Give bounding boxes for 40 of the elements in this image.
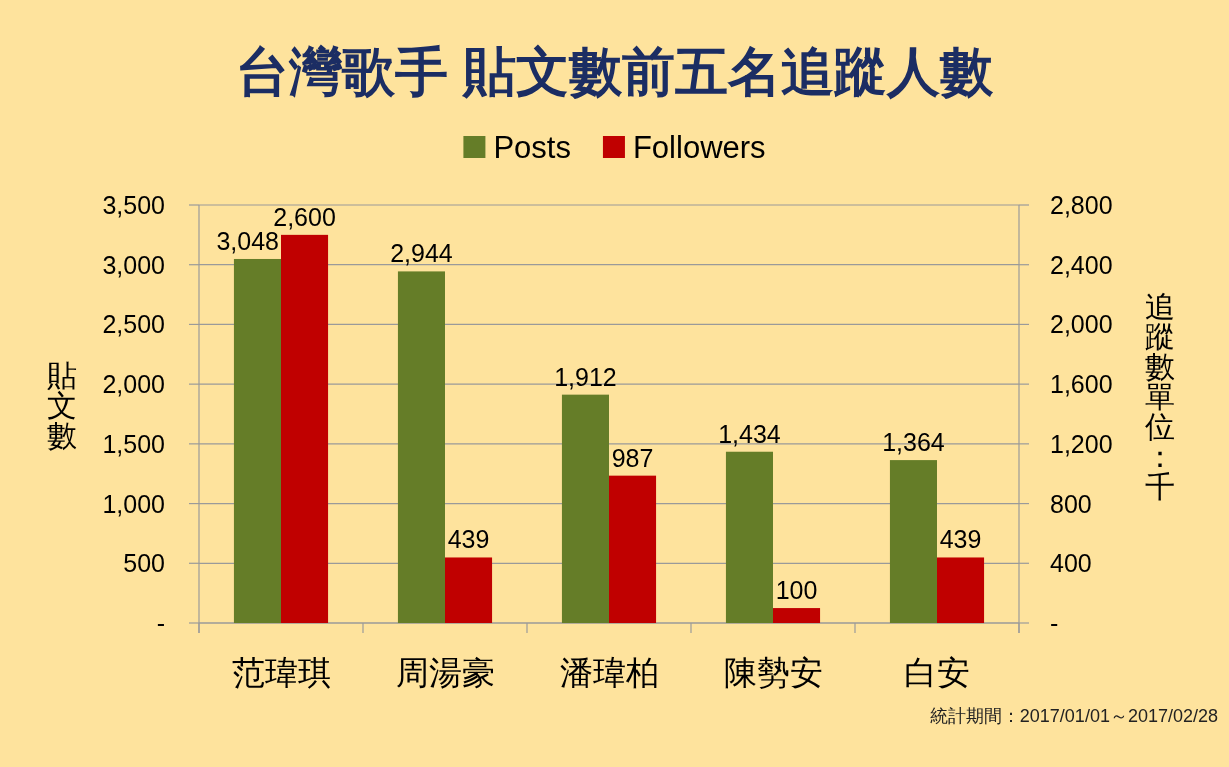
data-label: 987 xyxy=(611,443,654,472)
y2-tick-label: 800 xyxy=(1050,489,1092,518)
y-tick-label: 2,000 xyxy=(102,370,165,399)
data-label: 439 xyxy=(939,525,982,554)
y2-tick-label: 400 xyxy=(1050,549,1092,578)
data-label: 2,944 xyxy=(390,239,453,268)
x-tick-label: 范瑋琪 xyxy=(231,653,331,691)
x-tick-label: 周湯豪 xyxy=(395,653,495,691)
data-label: 439 xyxy=(447,525,490,554)
y-tick-label: 3,500 xyxy=(102,191,165,219)
y2-tick-label: 1,600 xyxy=(1050,370,1113,399)
data-label: 1,434 xyxy=(718,419,781,448)
text: 統計期間：2017/01/01～2017/02/28 xyxy=(929,706,1218,726)
y-tick-label: 2,500 xyxy=(102,310,165,339)
data-label: 100 xyxy=(775,576,818,605)
chart-title: 台灣歌手 貼文數前五名追蹤人數 xyxy=(236,42,994,101)
legend-label: Posts xyxy=(493,129,571,165)
y2-tick-label: 2,800 xyxy=(1050,191,1113,219)
data-label: 1,912 xyxy=(554,362,617,391)
data-label: 1,364 xyxy=(882,428,945,457)
x-tick-label: 潘瑋柏 xyxy=(559,653,659,691)
y2-tick-label: - xyxy=(1050,609,1059,637)
y2-tick-label: 2,000 xyxy=(1050,310,1113,339)
bar xyxy=(889,460,937,623)
y2-tick-label: 2,400 xyxy=(1050,250,1113,279)
y-tick-label: 1,000 xyxy=(102,489,165,518)
bar xyxy=(397,271,445,623)
bar xyxy=(445,557,493,623)
y-axis-title: 貼文數 xyxy=(47,358,77,452)
y-tick-label: 1,500 xyxy=(102,429,165,458)
bar xyxy=(725,451,773,623)
y-tick-label: 3,000 xyxy=(102,250,165,279)
y-tick-label: 500 xyxy=(123,549,165,578)
x-tick-label: 白安 xyxy=(904,653,970,691)
y2-axis-title: 追蹤數單位：千 xyxy=(1145,289,1175,503)
legend-label: Followers xyxy=(632,129,766,165)
y-tick-label: - xyxy=(156,609,165,637)
y2-tick-label: 1,200 xyxy=(1050,429,1113,458)
bar xyxy=(773,608,821,623)
x-tick-label: 陳勢安 xyxy=(723,653,823,691)
